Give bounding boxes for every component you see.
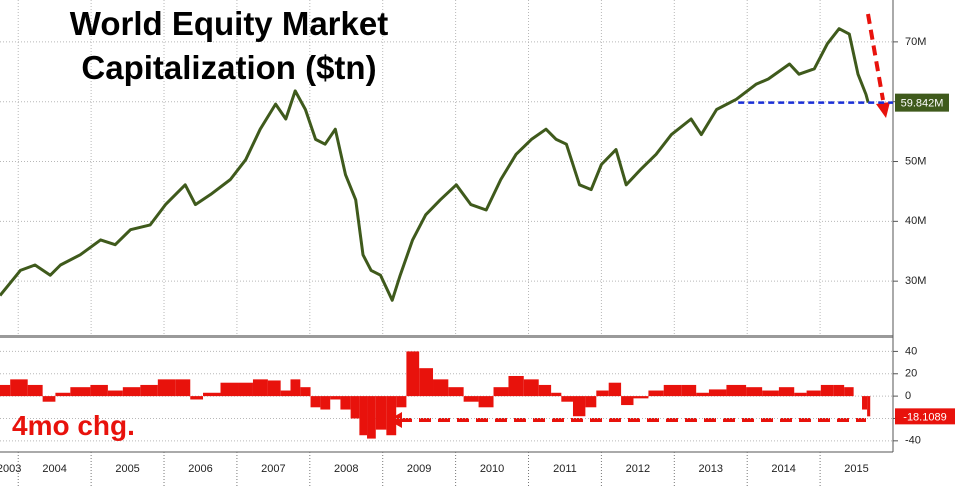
last-value-box [895,93,949,112]
bar [608,382,622,397]
bar [726,384,747,397]
bar [140,384,158,397]
bar [778,387,795,397]
panel-separator [0,335,893,338]
y-tick-label: 0 [905,390,911,402]
x-tick-label: 2007 [261,463,285,475]
y-tick-label: 50M [905,155,926,167]
x-tick-label: 2008 [334,463,358,475]
bar [493,387,509,397]
x-tick-label: 2011 [553,463,577,475]
y-tick-label: 30M [905,275,926,287]
x-tick-label: 2005 [115,463,139,475]
bar [300,387,311,397]
bar [290,379,301,397]
bar [585,396,597,408]
x-tick-label: 2004 [42,463,66,475]
bar [633,396,649,399]
x-tick-label: 2014 [771,463,795,475]
bar [70,387,91,397]
annotation-arrow [866,13,885,101]
bar [681,384,697,397]
y-tick-label: -40 [905,435,921,447]
bar [833,384,845,397]
bar [448,387,464,397]
bar [433,379,449,397]
bar [359,396,368,436]
x-tick-label: 2010 [480,463,504,475]
bar [806,390,821,397]
bar [406,351,420,397]
bar [663,384,682,397]
bar [862,396,868,410]
x-tick-label: 2006 [188,463,212,475]
bar [27,384,43,397]
bar [107,390,123,397]
chart-title: World Equity Market Capitalization ($tn) [69,5,389,86]
x-tick-label: 2009 [407,463,431,475]
bar [820,384,834,397]
last-value-box [895,408,955,425]
bar [280,390,291,397]
x-tick-label: 2013 [699,463,723,475]
y-tick-label: 20 [905,368,917,380]
bar [551,392,562,397]
bar [10,379,28,397]
bar [621,396,634,406]
bar [867,396,871,417]
bar [175,379,191,397]
bar [340,396,351,410]
y-tick-label: 40M [905,215,926,227]
bar [478,396,494,408]
line-series [0,27,870,302]
last-value-label: -18.1089 [903,411,946,423]
bar [122,387,141,397]
bar [508,376,524,397]
y-tick-label: 70M [905,36,926,48]
bar [350,396,360,419]
x-tick-label: 2003 [0,463,21,475]
x-tick-label: 2015 [844,463,868,475]
bar [220,382,239,397]
y-tick-label: 40 [905,345,917,357]
bar [375,396,387,430]
bar [696,392,709,397]
bar [746,387,763,397]
bar [794,392,807,397]
bar [463,396,479,402]
bar [267,380,281,397]
last-value-label: 59.842M [901,98,944,110]
bar [396,396,407,408]
bar [90,384,108,397]
bar [252,379,268,397]
bar [538,384,552,397]
bar [203,392,221,397]
bar [55,392,71,397]
bar [0,384,11,397]
bar [238,382,253,397]
bar [157,379,176,397]
bar [762,390,779,397]
bar [523,379,539,397]
bar [596,390,609,397]
bar [42,396,56,402]
bar [844,387,854,397]
bar [190,396,204,400]
bar [367,396,376,439]
bar [419,368,434,397]
annotation-arrowhead [876,102,890,118]
bar [708,389,727,397]
x-tick-label: 2012 [626,463,650,475]
bar [561,396,573,402]
bar [648,390,664,397]
bar [310,396,321,408]
bar [330,396,341,400]
bar [320,396,331,410]
bar [386,396,397,436]
panel-title: 4mo chg. [12,410,135,441]
bar [572,396,586,417]
